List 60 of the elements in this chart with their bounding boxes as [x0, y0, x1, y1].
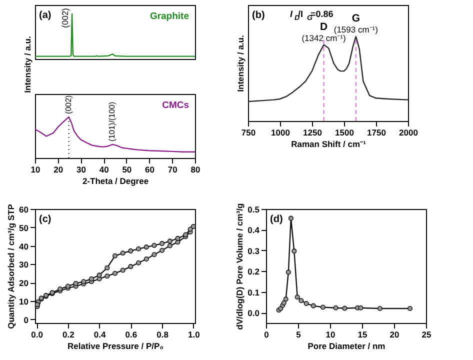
y-tick-label: 0.3 [248, 246, 260, 256]
x-tick-label: 1500 [335, 128, 354, 138]
x-tick-label: 0.6 [125, 330, 138, 340]
y-axis-title: Intensity / a.u. [22, 36, 32, 93]
x-tick-label: 0.0 [31, 330, 44, 340]
x-tick-label: 1250 [303, 128, 322, 138]
y-tick-label: 0.4 [248, 225, 260, 236]
x-tick-label: 10 [326, 330, 336, 340]
x-tick-label: 40 [99, 164, 110, 174]
annotation: (101)/(100) [108, 102, 117, 142]
y-tick-label: 0.0 [248, 308, 260, 318]
text: Graphite [150, 11, 189, 22]
x-tick-label: 5 [296, 330, 302, 340]
x-tick-label: 50 [122, 164, 132, 174]
y-tick-label: 30 [19, 260, 29, 270]
annotation: (a) [39, 10, 52, 21]
x-tick-label: 80 [190, 164, 200, 174]
y-tick-label: 50 [19, 222, 29, 233]
x-tick-label: 0.4 [94, 330, 106, 340]
x-tick-label: 750 [241, 128, 256, 138]
x-tick-label: 0 [264, 330, 270, 340]
y-tick-label: 20 [19, 278, 29, 288]
y-axis-title: Intensity / a.u. [236, 35, 246, 92]
x-tick-label: 2000 [399, 128, 418, 138]
x-axis-title: Raman Shift / cm⁻¹ [291, 139, 366, 149]
x-axis-title: Pore Diameter / nm [308, 341, 386, 351]
y-tick-label: 0.2 [248, 266, 260, 277]
x-tick-label: 1750 [367, 128, 386, 138]
x-tick-label: 0.8 [156, 330, 169, 340]
annotation: G [352, 12, 360, 24]
x-tick-label: 15 [358, 330, 368, 340]
text: (b) [252, 10, 265, 21]
y-tick-label: 0.1 [248, 287, 260, 298]
x-tick-label: 1000 [271, 128, 290, 138]
y-tick-label: 60 [19, 204, 29, 214]
annotation: (1342 cm⁻¹) [302, 32, 346, 43]
x-tick-label: 20 [54, 164, 64, 174]
annotation: (d) [270, 214, 283, 225]
annotation: (1593 cm⁻¹) [334, 24, 378, 34]
y-axis-title: dV/dlog(D) Pore Volume / cm³/g [234, 203, 245, 330]
y-tick-label: 0.5 [248, 204, 260, 214]
y-tick-label: 40 [19, 241, 29, 252]
x-tick-label: 10 [30, 164, 40, 174]
annotation: (002) [60, 8, 70, 28]
y-tick-label: 10 [19, 296, 29, 306]
x-axis-title: 2-Theta / Degree [82, 176, 149, 186]
x-tick-label: 70 [168, 164, 178, 174]
x-tick-label: 0.2 [62, 330, 75, 340]
annotation: D [320, 20, 328, 33]
annotation: (c) [39, 214, 52, 225]
text: CMCs [162, 100, 189, 111]
annotation: (002) [64, 94, 73, 114]
x-tick-label: 20 [390, 330, 400, 340]
x-axis-title: Relative Pressure / P/P₀ [68, 341, 164, 351]
x-tick-label: 30 [76, 164, 86, 174]
y-tick-label: 0 [24, 314, 29, 325]
x-tick-label: 25 [422, 330, 432, 340]
x-tick-label: 1.0 [188, 330, 200, 340]
x-tick-label: 60 [145, 164, 155, 174]
y-axis-title: Quantity Adsorbed / cm³/g STP [6, 204, 16, 329]
